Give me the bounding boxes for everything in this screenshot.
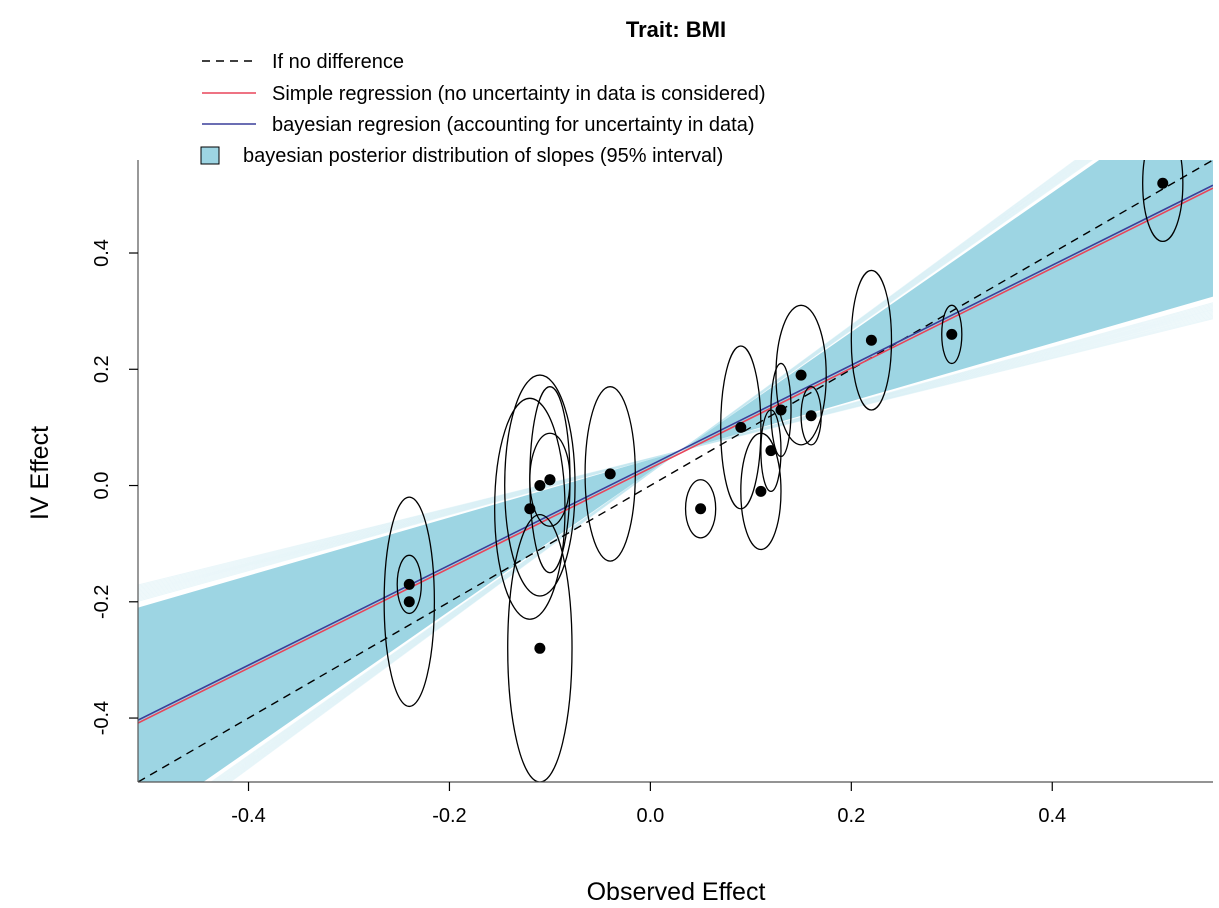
posterior-slope-sample <box>228 160 1078 782</box>
data-point <box>403 578 415 590</box>
uncertainty-ellipse <box>584 386 636 562</box>
bayesian-regression-line <box>138 184 1213 721</box>
uncertainty-ellipse <box>504 374 576 597</box>
uncertainty-ellipse <box>1142 160 1184 243</box>
data-point <box>544 474 556 486</box>
data-point <box>403 596 415 608</box>
legend-posterior-band-swatch <box>200 146 220 165</box>
posterior-slope-sample <box>211 160 1092 782</box>
posterior-slope-sample <box>213 160 1091 782</box>
data-point <box>1157 177 1169 189</box>
posterior-slope-sample <box>214 160 1090 782</box>
y-tick-label: 0.4 <box>91 239 113 267</box>
posterior-slope-sample <box>210 160 1094 782</box>
y-tick-label: 0.0 <box>91 472 113 500</box>
uncertainty-ellipse <box>775 304 827 446</box>
data-points <box>403 177 1169 654</box>
chart-title: Trait: BMI <box>626 17 726 42</box>
y-tick-label: -0.2 <box>91 585 113 619</box>
uncertainty-ellipse <box>720 345 762 510</box>
y-axis-title: IV Effect <box>26 426 54 520</box>
uncertainty-ellipse <box>941 304 963 365</box>
data-point <box>775 404 787 416</box>
uncertainty-ellipse <box>850 269 893 411</box>
simple-regression-line <box>138 187 1213 724</box>
uncertainty-ellipse <box>684 479 717 539</box>
x-axis-title: Observed Effect <box>587 878 766 906</box>
data-point <box>534 480 546 492</box>
uncertainty-ellipse <box>770 362 792 458</box>
y-tick-label: 0.2 <box>91 355 113 383</box>
data-point <box>735 421 747 433</box>
x-tick-label: 0.4 <box>1038 805 1066 827</box>
uncertainty-ellipse <box>740 432 782 551</box>
data-point <box>795 369 807 381</box>
regression-lines <box>138 160 1213 782</box>
x-tick-label: 0.0 <box>636 805 664 827</box>
data-point <box>765 445 777 457</box>
legend-label-simple-regression: Simple regression (no uncertainty in dat… <box>272 83 766 105</box>
uncertainty-ellipses <box>383 160 1184 782</box>
posterior-slope-sample <box>222 160 1083 782</box>
uncertainty-ellipse <box>383 496 436 708</box>
posterior-slope-sample <box>216 160 1088 782</box>
data-point <box>865 334 877 346</box>
posterior-slope-sample <box>226 160 1079 782</box>
legend-label-no-difference: If no difference <box>272 51 404 73</box>
legend-label-bayesian-regression: bayesian regresion (accounting for uncer… <box>272 114 755 136</box>
x-tick-label: -0.2 <box>432 805 466 827</box>
data-point <box>524 503 536 515</box>
data-point <box>695 503 707 515</box>
uncertainty-ellipse <box>396 554 422 615</box>
data-point <box>755 485 767 497</box>
x-tick-label: 0.2 <box>837 805 865 827</box>
legend-label-posterior-band: bayesian posterior distribution of slope… <box>243 145 723 167</box>
posterior-slope-sample <box>217 160 1087 782</box>
data-point <box>604 468 616 480</box>
uncertainty-ellipse <box>507 513 573 782</box>
data-point <box>946 328 958 340</box>
axes: -0.4 -0.2 0.0 0.2 0.4 -0.4 -0.2 0.0 0.2 0.4 <box>91 160 1213 827</box>
posterior-slope-sample <box>223 160 1082 782</box>
posterior-slope-sample <box>225 160 1081 782</box>
uncertainty-ellipse <box>800 386 822 446</box>
no-difference-line <box>138 160 1213 782</box>
data-point <box>805 410 817 422</box>
x-tick-label: -0.4 <box>231 805 265 827</box>
uncertainty-ellipse <box>529 386 571 574</box>
posterior-band <box>138 160 1213 782</box>
plot-area <box>138 160 1213 782</box>
y-tick-label: -0.4 <box>91 701 113 735</box>
posterior-slope-sample <box>229 160 1077 782</box>
posterior-slope-sample <box>219 160 1086 782</box>
data-point <box>534 642 546 654</box>
posterior-slope-sample <box>220 160 1084 782</box>
legend: If no difference Simple regression (no u… <box>200 51 766 167</box>
